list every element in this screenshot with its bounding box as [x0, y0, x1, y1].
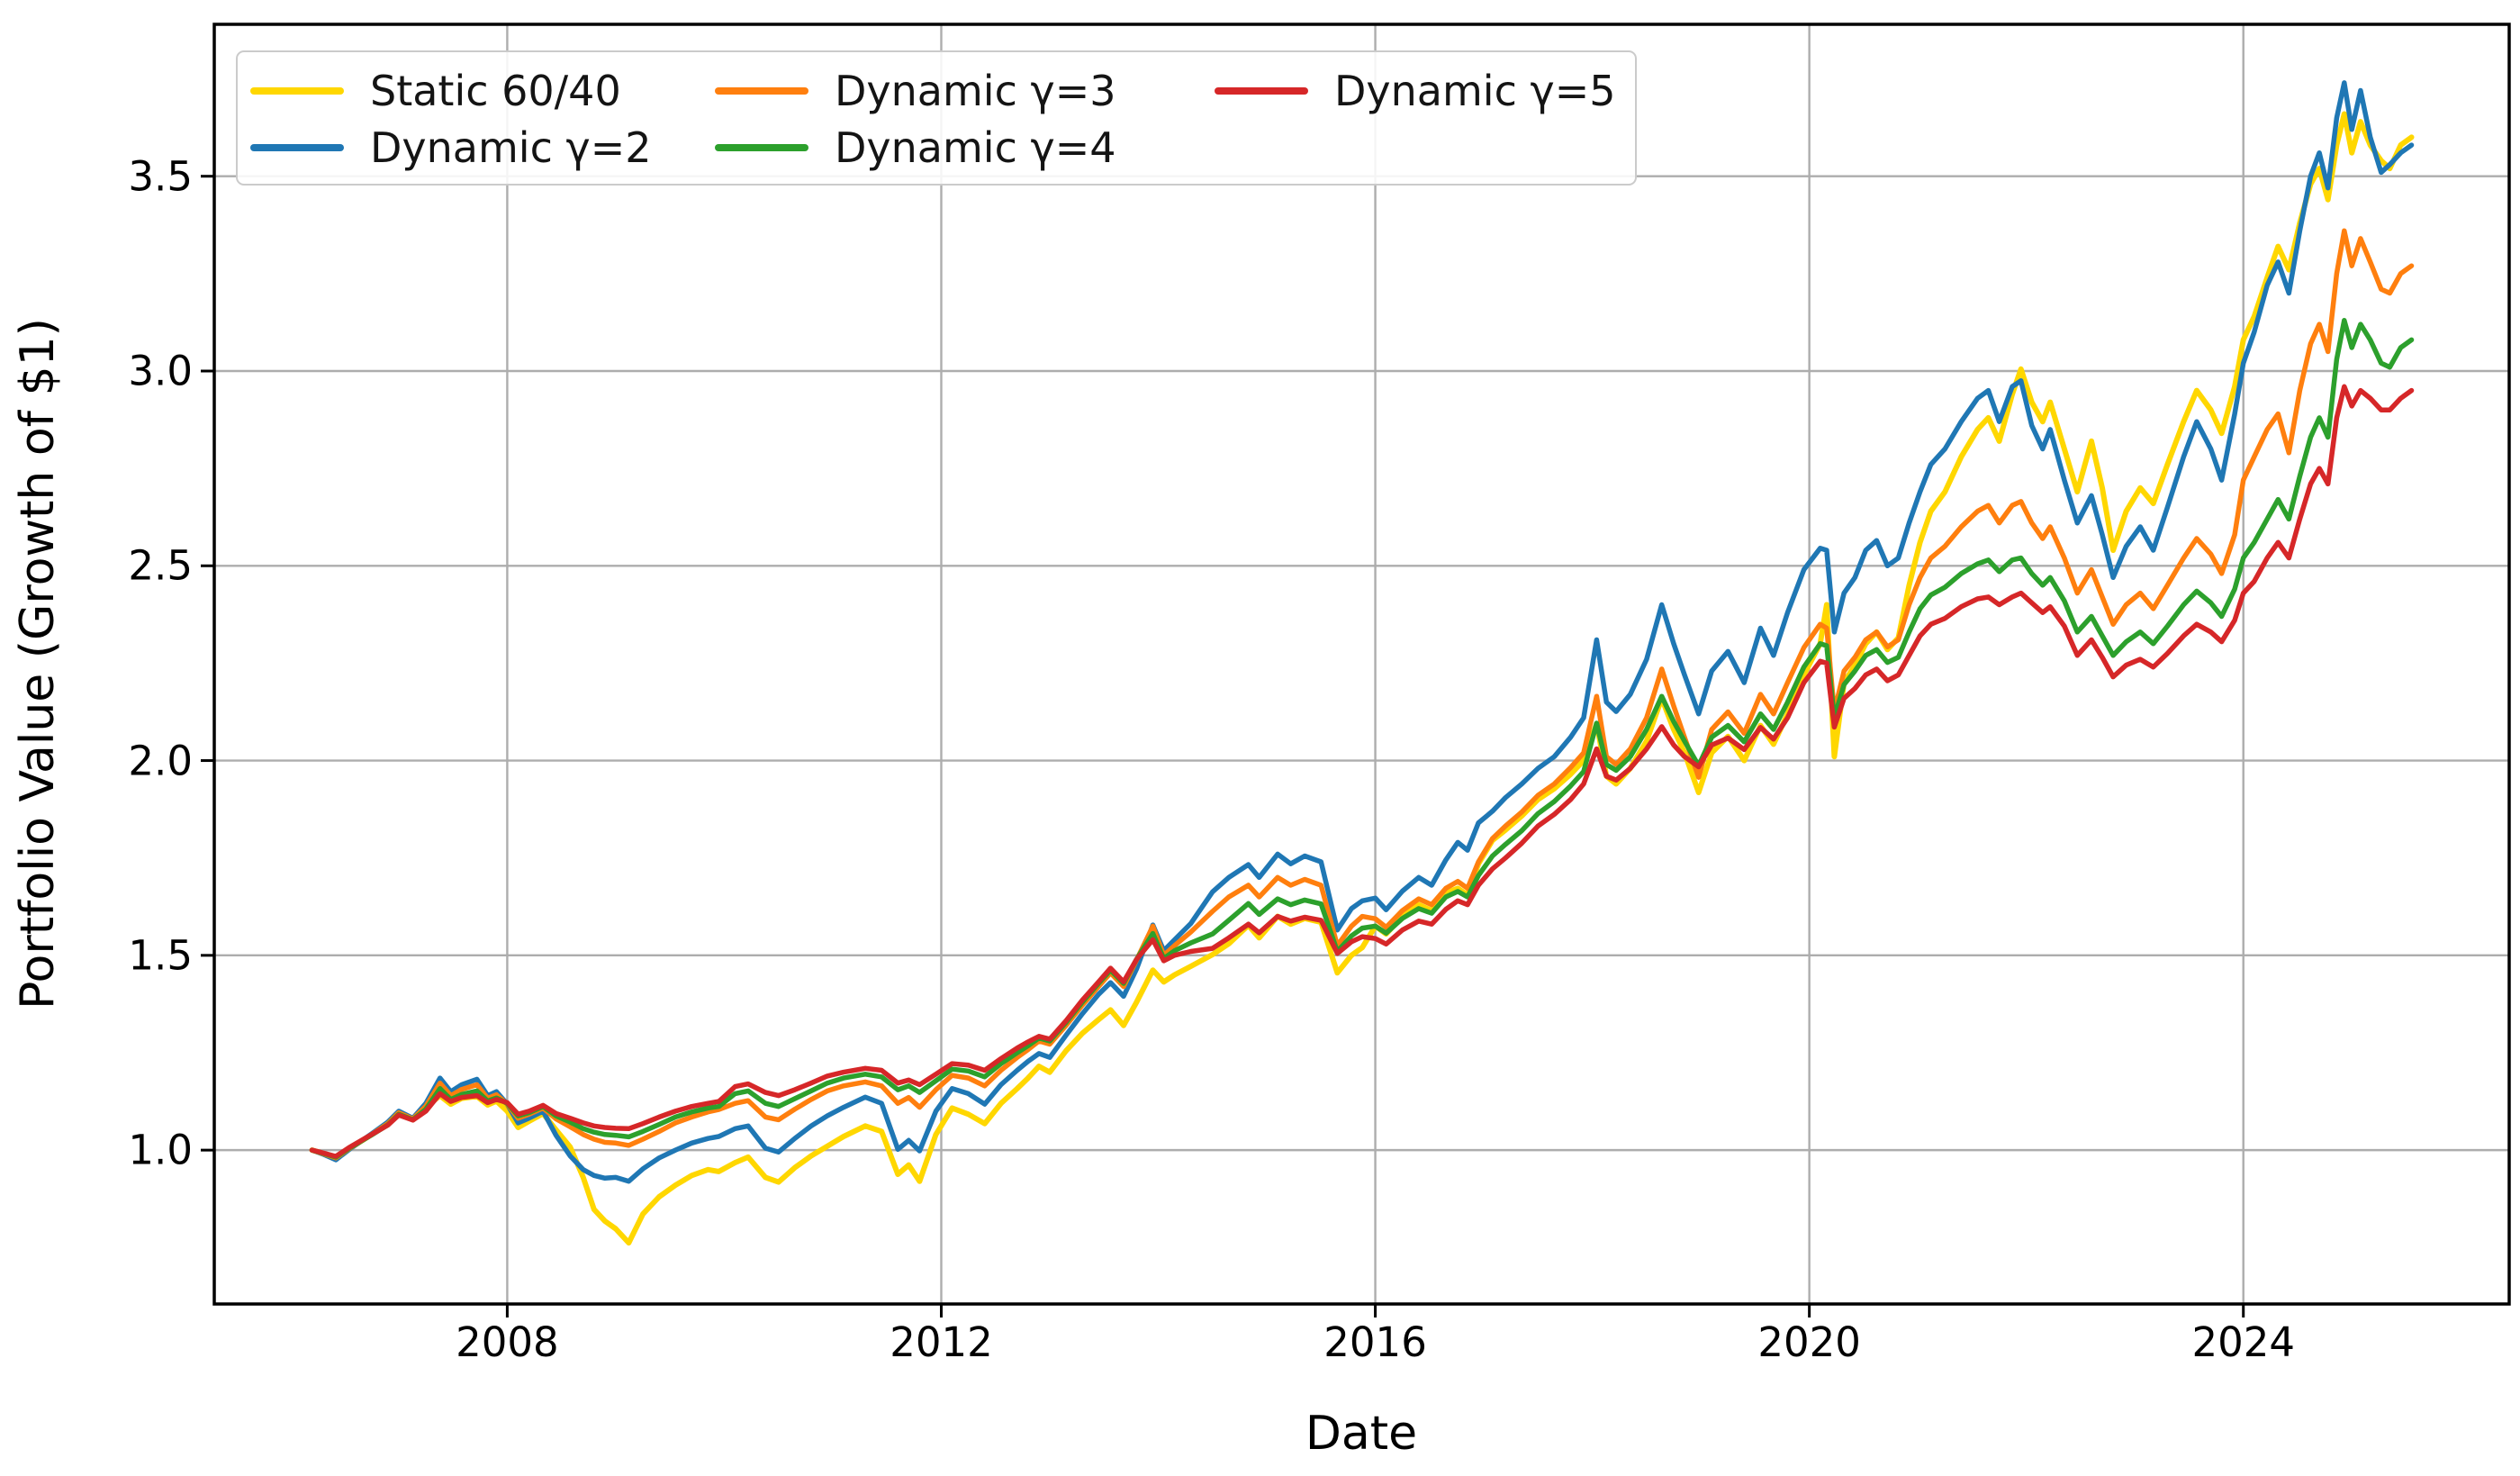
- y-tick-label: 1.0: [128, 1126, 193, 1174]
- y-tick-label: 1.5: [128, 931, 193, 980]
- legend-entry: Dynamic γ=2: [250, 120, 652, 176]
- series-line-dynamic-5: [309, 384, 2415, 1159]
- legend-line-swatch: [1215, 87, 1308, 95]
- series-line-dynamic-3: [309, 228, 2415, 1161]
- legend-label: Dynamic γ=5: [1334, 67, 1616, 115]
- x-tick-label: 2012: [890, 1318, 993, 1366]
- x-tick-label: 2024: [2191, 1318, 2295, 1366]
- legend-line-swatch: [715, 87, 808, 95]
- y-tick-label: 3.0: [128, 347, 193, 395]
- legend-entry: Dynamic γ=4: [715, 120, 1116, 176]
- x-axis-label: Date: [1305, 1407, 1418, 1461]
- legend-line-swatch: [250, 144, 344, 151]
- axes-spines: [212, 23, 2511, 1306]
- x-tick-label: 2008: [456, 1318, 559, 1366]
- legend-entry: Dynamic γ=3: [715, 63, 1116, 119]
- legend-entry: Dynamic γ=5: [1215, 63, 1616, 119]
- legend-label: Dynamic γ=2: [370, 123, 652, 172]
- y-tick-label: 2.5: [128, 541, 193, 590]
- series-line-static-60-40: [309, 111, 2415, 1246]
- series-line-dynamic-4: [309, 318, 2415, 1160]
- series-line-dynamic-2: [309, 80, 2415, 1184]
- legend-label: Dynamic γ=4: [835, 123, 1116, 172]
- legend-box: Static 60/40 Dynamic γ=2 Dynamic γ=3 Dynami…: [236, 50, 1637, 186]
- legend-label: Dynamic γ=3: [835, 67, 1116, 115]
- legend-line-swatch: [250, 87, 344, 95]
- legend-entry: Static 60/40: [250, 63, 621, 119]
- x-tick-label: 2016: [1323, 1318, 1427, 1366]
- legend-label: Static 60/40: [370, 67, 621, 115]
- y-tick-label: 2.0: [128, 737, 193, 785]
- x-tick-label: 2020: [1757, 1318, 1861, 1366]
- y-tick-label: 3.5: [128, 152, 193, 201]
- y-axis-label: Portfolio Value (Growth of $1): [11, 318, 65, 1010]
- legend-line-swatch: [715, 144, 808, 151]
